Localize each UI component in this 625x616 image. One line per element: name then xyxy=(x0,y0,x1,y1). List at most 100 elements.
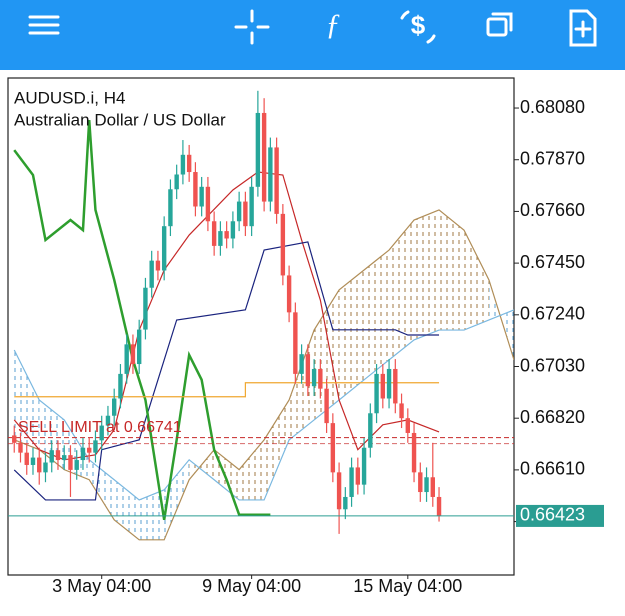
candle-body xyxy=(361,447,367,485)
candle-body xyxy=(99,425,104,441)
candle-body xyxy=(124,344,129,374)
candle-body xyxy=(405,418,411,433)
cloud-segment xyxy=(139,489,165,540)
app-bar xyxy=(0,0,625,70)
candle-body xyxy=(24,452,29,465)
indicator-line xyxy=(14,382,440,398)
candle-body xyxy=(305,354,311,387)
cloud-segment xyxy=(389,220,415,360)
candle-body xyxy=(130,344,136,365)
symbol-label: AUDUSD.i, H4 xyxy=(14,88,125,107)
svg-text:$: $ xyxy=(411,10,426,40)
cloud-segment xyxy=(414,209,440,340)
cloud-segment xyxy=(239,439,265,500)
cloud-segment xyxy=(339,270,365,400)
candle-body xyxy=(87,447,92,453)
candle-body xyxy=(18,442,23,453)
x-tick-label: 15 May 04:00 xyxy=(353,576,462,596)
candle-body xyxy=(105,415,111,426)
candle-body xyxy=(393,368,398,404)
candle-body xyxy=(368,413,373,448)
candle-body xyxy=(161,226,167,271)
candle-body xyxy=(336,472,342,510)
candle-body xyxy=(80,447,86,461)
candle-body xyxy=(224,231,229,239)
candle-body xyxy=(211,221,217,246)
current-price-box xyxy=(516,504,604,527)
candle-body xyxy=(149,260,154,288)
candle-body xyxy=(30,457,36,465)
senkou-span-a xyxy=(14,209,514,541)
candle-body xyxy=(55,450,61,461)
candle-body xyxy=(243,201,248,227)
candle-body xyxy=(205,186,211,222)
y-tick-label: 0.67450 xyxy=(520,252,585,272)
new-order-button[interactable] xyxy=(569,9,597,47)
candle-body xyxy=(349,467,354,497)
candle-body xyxy=(218,231,223,246)
candle-body xyxy=(68,455,73,470)
candle-body xyxy=(93,440,98,453)
candle-body xyxy=(49,450,54,463)
indicators-button[interactable]: ƒ xyxy=(326,8,341,41)
y-tick-label: 0.67660 xyxy=(520,200,585,220)
candle-body xyxy=(199,186,204,207)
candle-body xyxy=(236,201,242,222)
candle-body xyxy=(324,388,329,424)
candle-body xyxy=(186,154,192,173)
y-tick-label: 0.66820 xyxy=(520,407,585,427)
candle-body xyxy=(318,368,323,389)
cloud-segment xyxy=(464,230,490,331)
candle-body xyxy=(268,147,273,202)
candle-body xyxy=(399,403,404,419)
y-tick-label: 0.67030 xyxy=(520,355,585,375)
y-tick-label: 0.67240 xyxy=(520,304,585,324)
candle-body xyxy=(37,457,42,473)
candle-body xyxy=(249,186,254,227)
candle-body xyxy=(155,260,161,271)
candle-body xyxy=(430,477,435,497)
candle-body xyxy=(330,423,336,473)
current-price-label: 0.66423 xyxy=(520,505,585,525)
candle-body xyxy=(418,472,423,493)
indicator-line xyxy=(13,241,440,501)
candle-body xyxy=(118,373,123,399)
trade-button[interactable]: $ xyxy=(400,10,436,44)
indicator-line xyxy=(13,120,271,521)
candle-body xyxy=(261,112,267,202)
candle-body xyxy=(386,368,392,399)
candle-body xyxy=(355,467,361,485)
symbol-description: Australian Dollar / US Dollar xyxy=(14,110,226,129)
candle-body xyxy=(380,373,386,399)
y-tick-label: 0.66610 xyxy=(520,459,585,479)
indicator-line xyxy=(13,171,440,461)
candle-body xyxy=(293,312,298,374)
candle-body xyxy=(12,435,17,443)
menu-button[interactable] xyxy=(28,15,60,35)
x-tick-label: 9 May 04:00 xyxy=(202,576,301,596)
candle-body xyxy=(280,213,286,276)
cloud-segment xyxy=(14,350,40,450)
candle-body xyxy=(411,432,417,473)
windows-button[interactable] xyxy=(486,12,513,37)
candle-body xyxy=(299,354,304,374)
candle-body xyxy=(62,455,67,461)
candle-body xyxy=(43,462,48,473)
x-tick-label: 3 May 04:00 xyxy=(52,576,151,596)
y-tick-label: 0.68080 xyxy=(520,97,585,117)
candle-body xyxy=(168,189,173,227)
candle-body xyxy=(274,147,279,214)
candle-body xyxy=(193,172,198,207)
candle-body xyxy=(74,460,79,470)
candle-body xyxy=(143,287,148,330)
candle-body xyxy=(174,174,179,190)
candle-body xyxy=(255,112,261,187)
candle-body xyxy=(436,496,442,516)
candle-body xyxy=(343,496,348,510)
candle-body xyxy=(374,373,379,414)
crosshair-button[interactable] xyxy=(234,9,270,45)
candle-body xyxy=(286,275,292,313)
cloud-segment xyxy=(264,399,290,500)
candle-body xyxy=(111,398,117,416)
